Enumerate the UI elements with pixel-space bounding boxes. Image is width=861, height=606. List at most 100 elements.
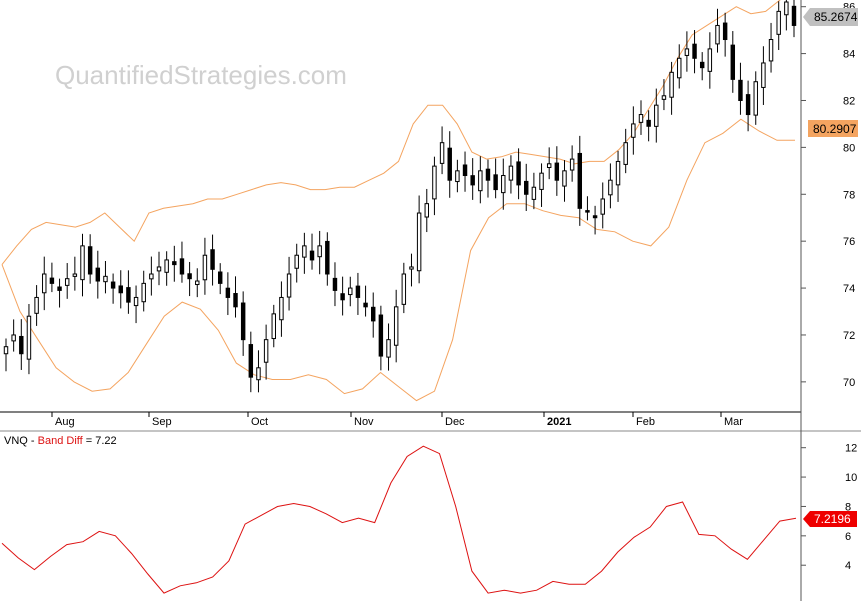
candle-body-down xyxy=(447,147,452,181)
candle xyxy=(57,278,62,308)
candle-body-up xyxy=(409,266,414,270)
candle xyxy=(248,331,254,393)
candle xyxy=(118,270,123,309)
candle-body-up xyxy=(455,170,460,183)
candle xyxy=(409,253,414,287)
candle xyxy=(126,270,131,314)
candle xyxy=(225,272,231,316)
candle xyxy=(256,350,261,393)
candle xyxy=(386,323,391,371)
band-diff-panel xyxy=(1,445,797,594)
price-y-tick-label: 80 xyxy=(843,142,855,154)
candle-body-down xyxy=(745,94,751,116)
candle xyxy=(325,232,330,286)
candle-body-down xyxy=(325,240,330,275)
candle-body-up xyxy=(684,48,690,56)
candle xyxy=(42,256,47,311)
candle-body-down xyxy=(340,293,345,301)
candle xyxy=(80,233,85,297)
candle xyxy=(722,12,728,57)
candle xyxy=(217,263,223,295)
candle xyxy=(393,289,399,363)
candle-body-up xyxy=(256,367,261,381)
candle xyxy=(462,151,468,192)
candle-body-up xyxy=(348,287,353,296)
candle xyxy=(524,163,529,211)
candle-body-up xyxy=(539,172,544,190)
candle-body-down xyxy=(470,175,475,186)
candle xyxy=(631,106,636,155)
candle xyxy=(103,260,108,294)
band-diff-symbol-prefix: VNQ - xyxy=(4,435,38,447)
x-tick-label: Oct xyxy=(251,416,268,428)
candle-body-up xyxy=(286,273,292,298)
candle-body-up xyxy=(103,275,108,283)
candle xyxy=(317,230,322,275)
candle xyxy=(623,128,628,174)
candle-body-down xyxy=(355,285,361,298)
candle-body-down xyxy=(19,335,24,355)
candle-body-down xyxy=(692,43,697,59)
candle xyxy=(279,281,284,337)
candle-body-down xyxy=(738,79,743,101)
candle-body-down xyxy=(126,287,131,303)
candle xyxy=(669,61,674,115)
candle-body-up xyxy=(279,296,284,321)
candle-body-down xyxy=(791,5,797,26)
candle xyxy=(493,158,498,199)
price-y-tick-label: 82 xyxy=(843,95,855,107)
candle-body-up xyxy=(715,24,720,45)
candle xyxy=(546,147,552,180)
x-tick-label: Feb xyxy=(636,416,655,428)
candle xyxy=(233,276,238,318)
candle xyxy=(164,251,169,286)
candle-body-up xyxy=(164,259,169,273)
candle-body-up xyxy=(64,278,70,286)
candle xyxy=(332,262,338,307)
candle xyxy=(569,145,575,182)
candle xyxy=(508,155,514,194)
candle xyxy=(600,182,605,229)
candle-body-down xyxy=(332,277,338,291)
candle xyxy=(761,46,766,105)
candle xyxy=(263,324,269,380)
candle xyxy=(677,44,682,89)
band-diff-y-tick-label: 6 xyxy=(845,531,851,543)
candle-body-down xyxy=(49,277,55,284)
last-price-tag-text: 85.2674 xyxy=(814,10,858,24)
candle xyxy=(95,250,101,299)
candle-body-down xyxy=(371,306,376,322)
candle xyxy=(141,270,146,312)
candle-body-up xyxy=(294,254,299,269)
candle xyxy=(49,262,55,293)
candle-body-down xyxy=(462,164,468,177)
watermark-text: QuantifiedStrategies.com xyxy=(55,60,347,90)
candle xyxy=(646,110,651,142)
candle xyxy=(485,159,491,198)
candle xyxy=(34,285,39,326)
candle-body-up xyxy=(149,273,154,280)
candle xyxy=(179,241,185,283)
candle-body-down xyxy=(87,246,93,275)
candle xyxy=(615,150,621,202)
candle-body-up xyxy=(439,142,445,164)
candle xyxy=(707,32,713,89)
price-panel xyxy=(1,0,797,402)
band-diff-label: VNQ - Band Diff = 7.22 xyxy=(4,435,117,447)
candle-body-up xyxy=(776,10,781,35)
candle xyxy=(516,148,521,200)
candle-body-up xyxy=(784,1,789,16)
candle-body-down xyxy=(363,302,368,308)
candle-body-down xyxy=(57,286,62,291)
candle-body-up xyxy=(608,179,613,196)
candle-body-up xyxy=(3,346,9,355)
candle-body-down xyxy=(378,314,384,357)
candle-body-up xyxy=(271,313,276,340)
candle xyxy=(133,285,139,324)
candle-body-up xyxy=(302,245,307,258)
candle xyxy=(309,233,315,270)
candle-body-up xyxy=(202,254,208,281)
candle xyxy=(784,0,789,31)
candle-body-up xyxy=(501,175,506,194)
candle-body-up xyxy=(26,315,32,360)
